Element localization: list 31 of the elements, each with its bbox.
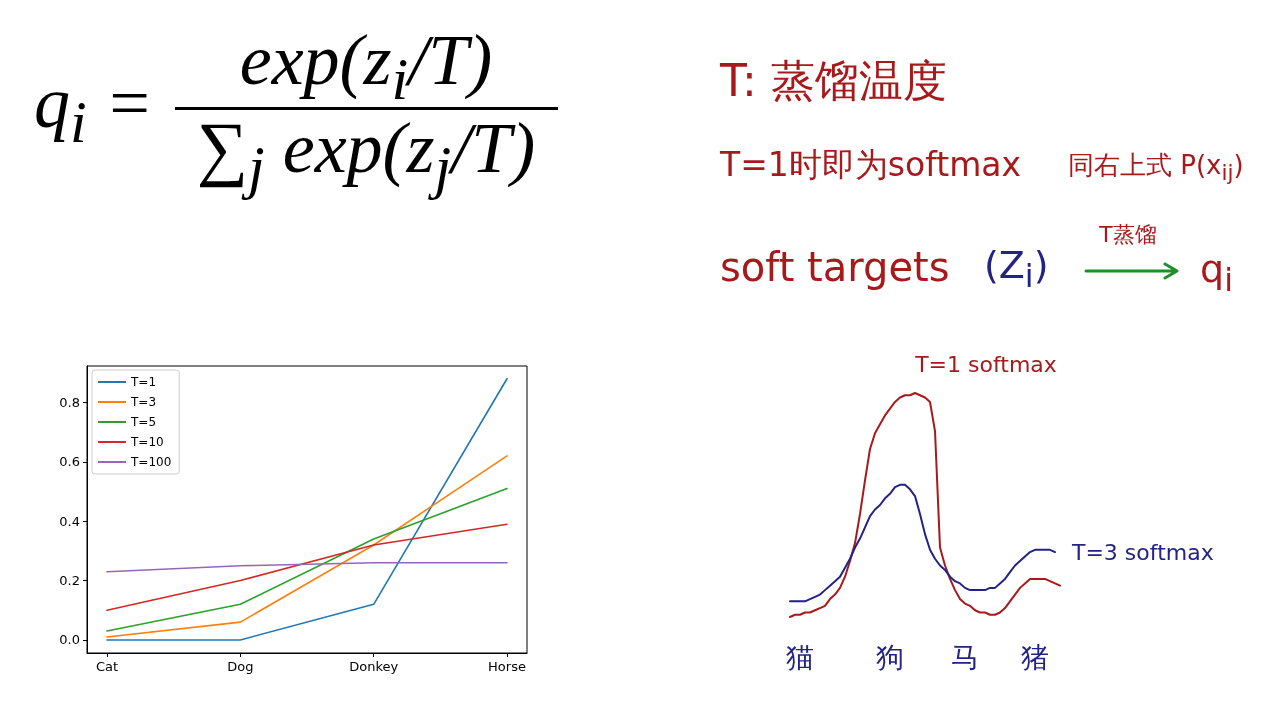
legend-label: T=10 bbox=[130, 435, 164, 449]
line-series bbox=[106, 523, 508, 612]
x-tick-label: 马 bbox=[951, 640, 979, 674]
x-tick-label: 猫 bbox=[786, 640, 814, 674]
text: (Z$_{i}$) bbox=[984, 243, 1049, 295]
x-tick-label: Cat bbox=[95, 659, 119, 674]
x-tick-label: Dog bbox=[227, 659, 254, 674]
legend-label: T=5 bbox=[130, 415, 157, 429]
legend-label: T=1 bbox=[130, 375, 157, 389]
series-label: T=3 softmax bbox=[1071, 539, 1214, 565]
x-tick-label: Donkey bbox=[349, 659, 399, 674]
text: soft targets bbox=[720, 244, 950, 290]
series-label: T=1 softmax bbox=[914, 351, 1057, 377]
text: 同右上式 P(x$_{ij}$) bbox=[1068, 150, 1244, 187]
text: q$_{i}$ = bbox=[34, 62, 154, 158]
text: T=1时即为softmax bbox=[720, 145, 1022, 184]
text: T: 蒸馏温度 bbox=[720, 55, 947, 107]
text: T蒸馏 bbox=[1099, 222, 1157, 248]
x-tick-label: 猪 bbox=[1021, 640, 1049, 674]
legend-label: T=3 bbox=[130, 395, 157, 409]
x-tick-label: 狗 bbox=[876, 640, 904, 674]
legend-label: T=100 bbox=[130, 455, 172, 469]
y-tick-label: 0.8 bbox=[59, 395, 80, 411]
y-tick-label: 0.4 bbox=[59, 513, 80, 529]
y-tick-label: 0.2 bbox=[59, 573, 80, 589]
line-series bbox=[106, 487, 508, 632]
y-tick-label: 0.6 bbox=[59, 454, 80, 470]
text: q$_{i}$ bbox=[1200, 247, 1233, 299]
x-tick-label: Horse bbox=[488, 659, 526, 674]
y-tick-label: 0.0 bbox=[59, 632, 80, 648]
line-series bbox=[106, 455, 508, 638]
